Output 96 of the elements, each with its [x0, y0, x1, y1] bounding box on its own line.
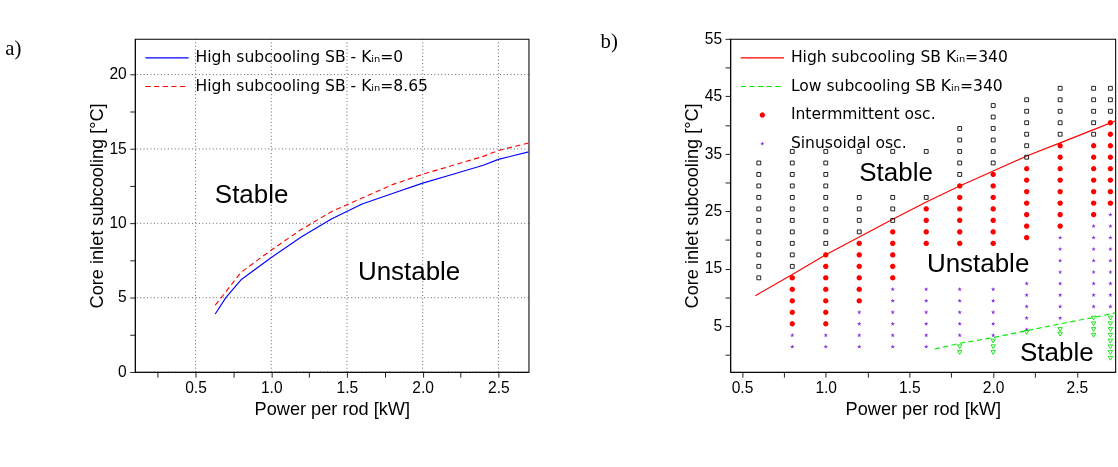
point — [990, 350, 996, 355]
point — [890, 298, 895, 303]
point — [1107, 344, 1114, 350]
y-tick-label: 5 — [713, 316, 723, 334]
point — [1090, 327, 1097, 332]
point — [1024, 281, 1029, 286]
point — [957, 350, 963, 355]
y-axis-title: Core inlet subcooling [°C] — [681, 103, 702, 309]
x-axis-title: Power per rod [kW] — [254, 398, 410, 419]
point — [1057, 246, 1063, 251]
point — [1107, 327, 1114, 332]
x-tick-label: 2.0 — [412, 379, 435, 397]
point — [1057, 327, 1063, 332]
y-tick-label: 20 — [109, 65, 128, 83]
y-tick-label: 45 — [704, 87, 723, 105]
x-tick-label: 2.5 — [1066, 379, 1089, 397]
point — [924, 298, 929, 303]
point — [1090, 321, 1097, 327]
legend-label: Sinusoidal osc. — [790, 133, 907, 152]
x-axis-title: Power per rod [kW] — [845, 398, 1001, 419]
point — [1108, 223, 1113, 228]
point — [857, 344, 862, 349]
chart-title: a) — [5, 36, 22, 60]
point — [890, 344, 895, 349]
legend-label: High subcooling SB - Kᵢₙ=0 — [195, 48, 404, 67]
legend-label: Low subcooling SB Kᵢₙ=340 — [790, 76, 1003, 95]
chart-title: b) — [600, 29, 618, 53]
annotation: Unstable — [926, 249, 1030, 278]
x-tick-label: 1.5 — [336, 379, 359, 397]
point — [1057, 235, 1063, 240]
point — [924, 344, 929, 349]
point — [1108, 246, 1113, 251]
point — [1108, 212, 1113, 217]
point — [1107, 355, 1114, 361]
x-tick-label: 1.0 — [815, 379, 838, 397]
point — [1108, 235, 1113, 240]
point — [990, 338, 996, 344]
legend-label: Intermmittent osc. — [790, 105, 936, 124]
point — [957, 344, 963, 350]
point — [1091, 269, 1096, 274]
point — [1090, 332, 1097, 338]
annotation: Stable — [1020, 338, 1094, 367]
point — [1091, 235, 1096, 240]
point — [1057, 315, 1063, 320]
point — [1107, 338, 1114, 344]
y-tick-label: 0 — [118, 362, 128, 380]
point — [1091, 258, 1096, 263]
line-series — [754, 120, 1116, 297]
x-tick-label: 2.5 — [488, 379, 510, 397]
point — [1108, 281, 1113, 286]
point — [990, 344, 996, 350]
annotation: Unstable — [357, 257, 461, 286]
point — [1108, 269, 1113, 274]
y-tick-label: 10 — [109, 214, 128, 232]
point — [1024, 292, 1029, 297]
point — [957, 298, 962, 303]
point — [1107, 350, 1114, 355]
y-axis-title: Core inlet subcooling [°C] — [86, 103, 107, 309]
y-tick-label: 55 — [704, 29, 723, 47]
point — [1108, 292, 1113, 297]
point — [1024, 304, 1029, 309]
point — [1091, 223, 1096, 228]
point — [1107, 332, 1114, 338]
x-tick-label: 2.0 — [982, 379, 1005, 397]
x-tick-label: 1.0 — [260, 379, 283, 397]
point — [957, 321, 962, 326]
y-tick-label: 25 — [704, 201, 723, 219]
legend-label: High subcooling SB Kᵢₙ=340 — [790, 48, 1008, 67]
point — [1107, 315, 1114, 321]
point — [890, 321, 895, 326]
x-tick-label: 0.5 — [185, 379, 207, 397]
point — [924, 321, 929, 326]
point — [1090, 315, 1097, 321]
point — [1024, 315, 1029, 320]
point — [790, 344, 795, 349]
annotation: Stable — [214, 179, 289, 208]
point — [823, 344, 828, 349]
point — [1057, 269, 1063, 274]
point — [1091, 304, 1096, 309]
point — [1057, 331, 1063, 337]
y-tick-label: 15 — [704, 259, 723, 277]
legend-label: High subcooling SB - Kᵢₙ=8.65 — [195, 76, 429, 95]
point — [857, 321, 862, 326]
point — [1091, 281, 1096, 286]
annotation: Stable — [859, 158, 933, 187]
y-tick-label: 35 — [704, 144, 723, 162]
y-tick-label: 15 — [109, 139, 127, 157]
point — [1091, 246, 1096, 251]
point — [1108, 258, 1113, 263]
x-tick-label: 0.5 — [731, 379, 754, 397]
point — [1091, 292, 1096, 297]
point — [1108, 304, 1113, 309]
point — [1057, 292, 1063, 297]
y-tick-label: 5 — [118, 288, 127, 306]
point — [1107, 321, 1114, 327]
x-tick-label: 1.5 — [899, 379, 921, 397]
